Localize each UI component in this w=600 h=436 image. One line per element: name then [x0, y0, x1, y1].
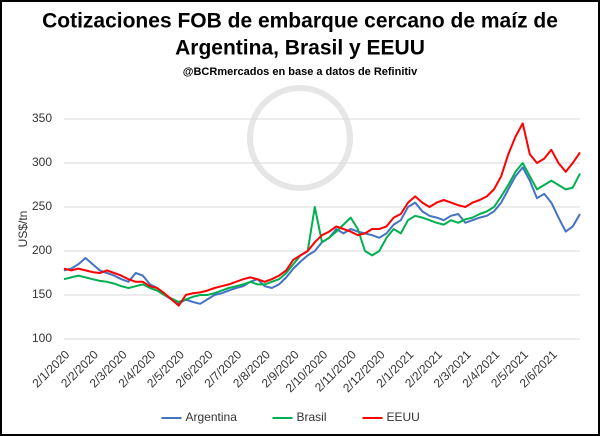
- y-tick-label: 350: [32, 111, 52, 125]
- series-line: [63, 162, 581, 303]
- y-tick-label: 200: [32, 243, 52, 257]
- y-tick-label: 250: [32, 199, 52, 213]
- chart-title: Argentina, Brasil y EEUU: [175, 37, 425, 60]
- chart-title: Cotizaciones FOB de embarque cercano de …: [42, 10, 558, 33]
- y-tick-label: 100: [32, 331, 52, 345]
- series-line: [63, 122, 581, 307]
- chart-subtitle: @BCRmercados en base a datos de Refiniti…: [183, 66, 418, 78]
- legend-label: Argentina: [186, 410, 238, 424]
- y-axis-label: US$/tn: [16, 211, 30, 248]
- watermark: [247, 85, 353, 191]
- legend-label: Brasil: [297, 410, 327, 424]
- legend-label: EEUU: [387, 410, 420, 424]
- y-tick-label: 300: [32, 155, 52, 169]
- y-tick-label: 150: [32, 287, 52, 301]
